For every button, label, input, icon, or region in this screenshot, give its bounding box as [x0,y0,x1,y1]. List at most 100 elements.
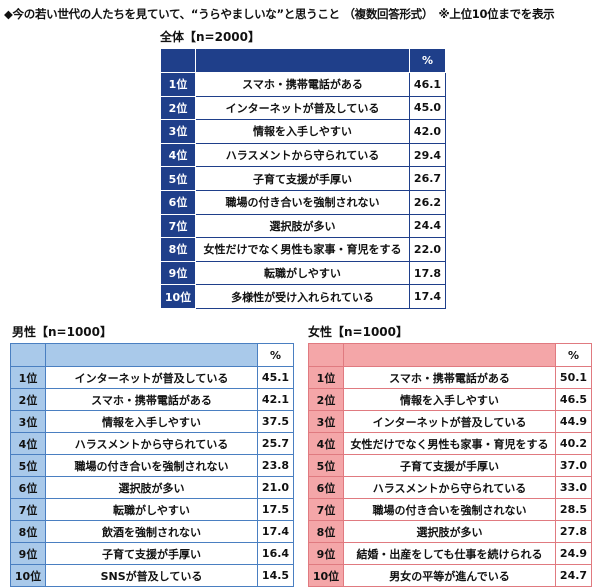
percent: 17.4 [257,520,294,543]
rank: 10位 [160,284,196,309]
table-row: 6位 ハラスメントから守られている 33.0 [308,476,592,499]
table-row: 3位 インターネットが普及している 44.9 [308,410,592,433]
rank: 6位 [10,476,46,499]
header-row: % [160,48,446,73]
rank: 9位 [160,260,196,286]
caption-male: 男性【n=1000】 [12,325,112,339]
item: ハラスメントから守られている [195,142,410,168]
item: SNSが普及している [45,564,258,587]
rank: 2位 [308,388,344,411]
item: ハラスメントから守られている [343,476,556,499]
percent: 17.5 [257,498,294,521]
table-row: 10位 SNSが普及している 14.5 [10,564,294,587]
rank: 7位 [10,498,46,521]
percent: 28.5 [555,498,592,521]
unit-label: % [555,343,592,367]
rank: 3位 [308,410,344,433]
table-row: 2位 インターネットが普及している 45.0 [160,95,446,121]
table-row: 5位 子育て支援が手厚い 26.7 [160,166,446,191]
table-row: 7位 転職がしやすい 17.5 [10,498,294,521]
percent: 45.1 [257,366,294,389]
item: 飲酒を強制されない [45,520,258,543]
item: 情報を入手しやすい [343,388,556,411]
item: 職場の付き合いを強制されない [343,498,556,521]
table-row: 8位 女性だけでなく男性も家事・育児をする 22.0 [160,237,446,262]
item: スマホ・携帯電話がある [343,366,556,389]
percent: 16.4 [257,542,294,565]
table-all: % 1位 スマホ・携帯電話がある 46.1 2位 インターネットが普及している 45.0 3位… [160,48,446,309]
table-row: 3位 情報を入手しやすい 42.0 [160,119,446,144]
rank: 8位 [10,520,46,543]
item: インターネットが普及している [195,95,410,121]
table-row: 4位 ハラスメントから守られている 25.7 [10,432,294,455]
percent: 33.0 [555,476,592,499]
table-female: % 1位 スマホ・携帯電話がある 50.1 2位 情報を入手しやすい 46.5 3位 インターネ… [308,343,592,587]
percent: 17.4 [409,284,446,309]
unit-label: % [257,343,294,367]
percent: 17.8 [409,260,446,286]
percent: 27.8 [555,520,592,543]
table-row: 5位 子育て支援が手厚い 37.0 [308,454,592,477]
rank: 10位 [10,564,46,587]
table-row: 2位 スマホ・携帯電話がある 42.1 [10,388,294,411]
percent: 24.7 [555,564,592,587]
percent: 46.1 [409,72,446,97]
rank: 3位 [10,410,46,433]
item: インターネットが普及している [343,410,556,433]
item: 選択肢が多い [343,520,556,543]
rank: 7位 [308,498,344,521]
table-row: 9位 転職がしやすい 17.8 [160,260,446,286]
rank: 2位 [10,388,46,411]
rank: 7位 [160,213,196,239]
rank: 8位 [308,520,344,543]
table-row: 3位 情報を入手しやすい 37.5 [10,410,294,433]
item: 選択肢が多い [45,476,258,499]
table-row: 7位 選択肢が多い 24.4 [160,213,446,239]
percent: 37.5 [257,410,294,433]
rank: 5位 [10,454,46,477]
percent: 42.0 [409,119,446,144]
rank: 1位 [160,72,196,97]
unit-label: % [409,48,446,73]
item: 女性だけでなく男性も家事・育児をする [195,237,410,262]
table-row: 7位 職場の付き合いを強制されない 28.5 [308,498,592,521]
item: 子育て支援が手厚い [195,166,410,191]
header-row: % [10,343,294,367]
rank: 5位 [308,454,344,477]
rank: 9位 [10,542,46,565]
percent: 25.7 [257,432,294,455]
rank: 1位 [10,366,46,389]
percent: 29.4 [409,142,446,168]
item: 職場の付き合いを強制されない [45,454,258,477]
page-title: ◆今の若い世代の人たちを見ていて、“うらやましいな”と思うこと （複数回答形式）… [4,7,555,21]
table-row: 6位 選択肢が多い 21.0 [10,476,294,499]
item: スマホ・携帯電話がある [195,72,410,97]
percent: 26.7 [409,166,446,191]
item: スマホ・携帯電話がある [45,388,258,411]
percent: 50.1 [555,366,592,389]
table-row: 10位 男女の平等が進んでいる 24.7 [308,564,592,587]
item: 結婚・出産をしても仕事を続けられる [343,542,556,565]
item: 転職がしやすい [45,498,258,521]
rank: 8位 [160,237,196,262]
table-row: 1位 スマホ・携帯電話がある 50.1 [308,366,592,389]
rank: 3位 [160,119,196,144]
table-row: 10位 多様性が受け入れられている 17.4 [160,284,446,309]
table-row: 8位 飲酒を強制されない 17.4 [10,520,294,543]
caption-female: 女性【n=1000】 [308,325,408,339]
percent: 24.4 [409,213,446,239]
rank: 1位 [308,366,344,389]
percent: 42.1 [257,388,294,411]
item: 職場の付き合いを強制されない [195,189,410,215]
percent: 46.5 [555,388,592,411]
rank: 4位 [10,432,46,455]
table-row: 5位 職場の付き合いを強制されない 23.8 [10,454,294,477]
rank: 6位 [308,476,344,499]
item: 選択肢が多い [195,213,410,239]
item: 情報を入手しやすい [45,410,258,433]
percent: 21.0 [257,476,294,499]
rank: 2位 [160,95,196,121]
percent: 44.9 [555,410,592,433]
percent: 37.0 [555,454,592,477]
rank: 6位 [160,189,196,215]
